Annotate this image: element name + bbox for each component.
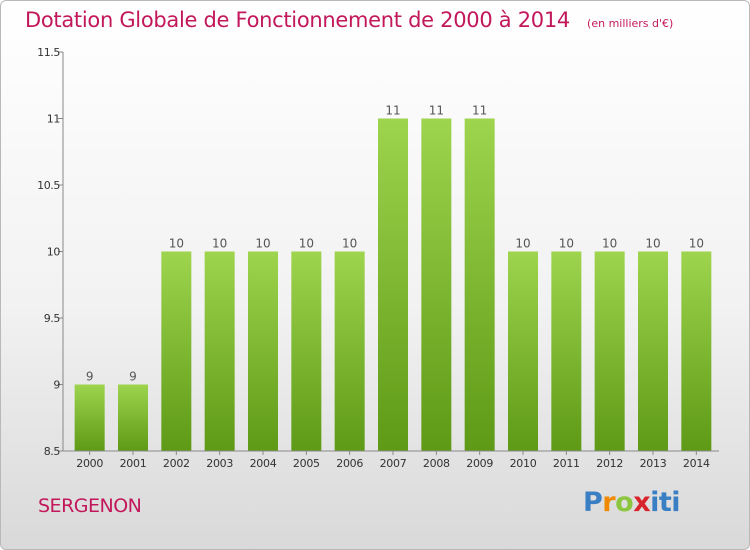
bar-2012 — [594, 251, 625, 451]
y-tick-label: 11 — [47, 113, 60, 126]
bar-value-label: 10 — [212, 237, 227, 251]
bar-value-label: 11 — [385, 104, 400, 118]
bar-value-label: 9 — [129, 370, 137, 384]
bar-2003 — [204, 251, 235, 451]
x-tick-label: 2002 — [163, 457, 190, 470]
bar-2011 — [551, 251, 582, 451]
bar-value-label: 10 — [515, 237, 530, 251]
town-name: SERGENON — [38, 495, 142, 517]
bar-value-label: 10 — [299, 237, 314, 251]
bar-value-label: 10 — [602, 237, 617, 251]
x-tick-label: 2009 — [466, 457, 493, 470]
x-tick-label: 2001 — [120, 457, 147, 470]
bar-2006 — [334, 251, 365, 451]
bar-2014 — [681, 251, 712, 451]
x-tick-label: 2004 — [250, 457, 277, 470]
x-tick-label: 2012 — [596, 457, 623, 470]
bar-value-label: 11 — [472, 104, 487, 118]
bar-value-label: 10 — [342, 237, 357, 251]
proxiti-logo[interactable]: Proxiti — [583, 487, 681, 518]
x-tick-label: 2006 — [336, 457, 363, 470]
bar-2010 — [508, 251, 538, 451]
bar-value-label: 10 — [689, 237, 704, 251]
chart-unit: (en milliers d'€) — [587, 17, 674, 30]
y-tick-label: 11.5 — [37, 46, 60, 59]
bar-value-label: 10 — [255, 237, 270, 251]
bar-2007 — [378, 118, 408, 451]
y-tick-label: 9 — [53, 379, 60, 392]
bar-2013 — [638, 251, 668, 451]
bar-2008 — [421, 118, 452, 451]
chart-title: Dotation Globale de Fonctionnement de 20… — [25, 8, 570, 32]
y-tick-label: 9.5 — [44, 312, 61, 325]
x-tick-label: 2007 — [380, 457, 407, 470]
x-tick-label: 2000 — [76, 457, 103, 470]
y-tick-label: 10 — [47, 246, 61, 259]
bars-group — [74, 118, 712, 451]
bar-2004 — [248, 251, 278, 451]
bar-2000 — [74, 384, 105, 451]
value-labels-group: 9 9 10 10 10 10 10 11 11 11 10 10 10 10 10 — [86, 104, 704, 384]
bar-value-label: 9 — [86, 370, 94, 384]
bar-value-label: 10 — [169, 237, 184, 251]
x-tick-label: 2010 — [510, 457, 537, 470]
bar-2001 — [118, 384, 148, 451]
x-tick-label: 2011 — [553, 457, 580, 470]
bar-2009 — [464, 118, 495, 451]
x-tick-label: 2005 — [293, 457, 320, 470]
axes-group: 2000 2001 2002 2003 2004 2005 2006 2007 2008 2009… — [37, 46, 719, 470]
bar-value-label: 11 — [429, 104, 444, 118]
x-tick-label: 2008 — [423, 457, 450, 470]
bar-value-label: 10 — [645, 237, 660, 251]
title-row: Dotation Globale de Fonctionnement de 20… — [25, 8, 673, 32]
bar-2002 — [161, 251, 192, 451]
bar-value-label: 10 — [559, 237, 574, 251]
x-tick-label: 2014 — [683, 457, 710, 470]
x-tick-label: 2013 — [640, 457, 667, 470]
y-tick-label: 10.5 — [37, 179, 60, 192]
y-tick-label: 8.5 — [44, 445, 61, 458]
bar-2005 — [291, 251, 322, 451]
x-tick-label: 2003 — [206, 457, 233, 470]
